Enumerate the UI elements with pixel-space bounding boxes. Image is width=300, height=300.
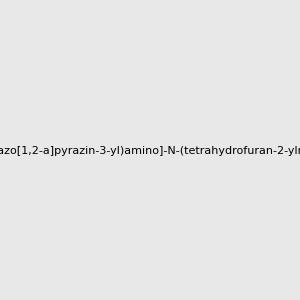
Text: 4-[(2-phenylimidazo[1,2-a]pyrazin-3-yl)amino]-N-(tetrahydrofuran-2-ylmethyl)benz: 4-[(2-phenylimidazo[1,2-a]pyrazin-3-yl)a…	[0, 146, 300, 157]
